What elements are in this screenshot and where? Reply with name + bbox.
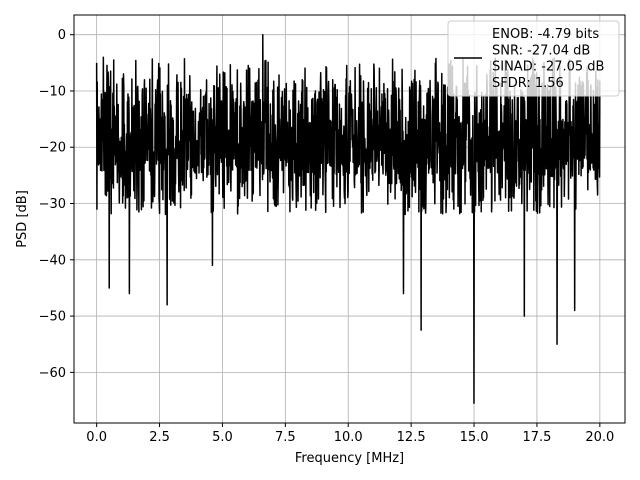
- x-tick-label: 12.5: [397, 430, 426, 445]
- x-axis: 0.0 2.5 5.0 7.5 10.0 12.5 15.0 17.5 20.0: [86, 423, 614, 445]
- x-tick-label: 7.5: [275, 430, 296, 445]
- y-axis: 0 −10 −20 −30 −40 −50 −60: [39, 28, 74, 381]
- y-axis-label: PSD [dB]: [15, 190, 30, 248]
- legend-enob: ENOB: -4.79 bits: [492, 27, 599, 42]
- x-tick-label: 10.0: [334, 430, 363, 445]
- plot-area: [95, 33, 601, 405]
- plot-frame: [73, 14, 626, 424]
- legend-box: [447, 20, 620, 97]
- y-tick-label: −40: [39, 253, 66, 268]
- x-axis-label: Frequency [MHz]: [295, 451, 404, 466]
- y-tick-label: 0: [58, 28, 66, 43]
- x-tick-label: 0.0: [86, 430, 107, 445]
- y-tick-label: −60: [39, 366, 66, 381]
- x-tick-label: 15.0: [460, 430, 489, 445]
- legend-snr: SNR: -27.04 dB: [492, 43, 590, 58]
- legend: ENOB: -4.79 bits SNR: -27.04 dB SINAD: -…: [447, 20, 620, 97]
- y-tick-label: −50: [39, 310, 66, 325]
- x-tick-label: 5.0: [212, 430, 233, 445]
- psd-series-line: [95, 33, 601, 405]
- x-tick-label: 20.0: [585, 430, 614, 445]
- y-tick-label: −30: [39, 197, 66, 212]
- x-tick-label: 17.5: [522, 430, 551, 445]
- legend-sinad: SINAD: -27.05 dB: [492, 60, 604, 75]
- y-tick-label: −20: [39, 141, 66, 156]
- y-tick-label: −10: [39, 84, 66, 99]
- x-tick-label: 2.5: [149, 430, 170, 445]
- legend-sfdr: SFDR: 1.56: [492, 76, 564, 91]
